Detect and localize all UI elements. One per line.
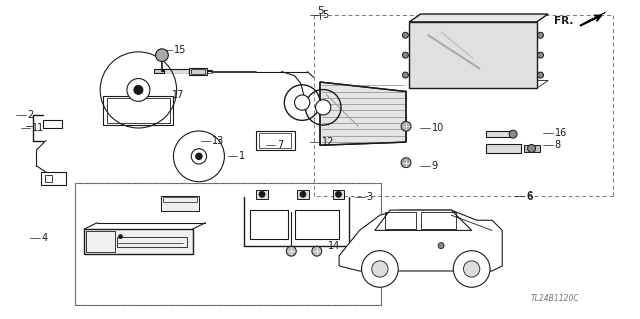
Circle shape xyxy=(453,251,490,287)
Bar xyxy=(486,131,511,137)
Polygon shape xyxy=(320,82,406,145)
Bar xyxy=(84,229,193,254)
Bar xyxy=(294,210,339,239)
Circle shape xyxy=(286,246,296,256)
Circle shape xyxy=(294,95,310,110)
Circle shape xyxy=(509,130,517,138)
Text: 12: 12 xyxy=(322,137,334,147)
Bar xyxy=(41,172,67,185)
Bar xyxy=(189,68,207,75)
Polygon shape xyxy=(580,12,605,26)
Bar xyxy=(486,144,521,153)
Bar xyxy=(86,231,115,252)
Text: 16: 16 xyxy=(555,128,567,137)
Bar xyxy=(259,133,291,148)
Circle shape xyxy=(438,243,444,249)
Bar xyxy=(161,196,199,211)
Text: 6: 6 xyxy=(526,191,532,201)
Text: 5: 5 xyxy=(322,10,328,20)
Text: 8: 8 xyxy=(555,140,561,150)
Text: 6: 6 xyxy=(526,192,532,203)
Circle shape xyxy=(463,261,480,277)
Circle shape xyxy=(259,191,265,197)
Text: 11: 11 xyxy=(32,123,44,133)
Circle shape xyxy=(538,52,543,58)
Circle shape xyxy=(134,85,143,94)
Circle shape xyxy=(300,191,306,197)
Circle shape xyxy=(191,149,207,164)
Bar xyxy=(106,98,170,123)
Bar xyxy=(75,183,381,305)
Text: 13: 13 xyxy=(212,136,225,145)
Bar xyxy=(100,74,189,112)
Bar xyxy=(191,69,205,74)
Circle shape xyxy=(127,78,150,101)
Polygon shape xyxy=(339,210,502,271)
Bar xyxy=(409,22,537,88)
Polygon shape xyxy=(409,14,548,22)
Circle shape xyxy=(372,261,388,277)
Text: FR.: FR. xyxy=(554,16,574,26)
Bar xyxy=(163,197,197,202)
Circle shape xyxy=(118,235,122,239)
Circle shape xyxy=(403,72,408,78)
Circle shape xyxy=(403,32,408,38)
Bar xyxy=(103,96,173,125)
Bar xyxy=(385,212,415,229)
Bar xyxy=(524,145,540,152)
Bar xyxy=(164,69,189,74)
Bar xyxy=(117,237,188,247)
Bar xyxy=(297,189,308,199)
Text: 4: 4 xyxy=(42,233,48,243)
Polygon shape xyxy=(375,210,472,230)
Circle shape xyxy=(403,52,408,58)
Bar xyxy=(250,210,288,239)
Bar xyxy=(256,189,268,199)
Circle shape xyxy=(312,246,322,256)
Circle shape xyxy=(156,49,168,62)
Bar xyxy=(45,175,52,182)
Circle shape xyxy=(316,100,331,115)
Bar xyxy=(333,189,344,199)
Bar xyxy=(256,131,294,150)
Circle shape xyxy=(527,145,536,152)
Text: 2: 2 xyxy=(28,110,34,120)
Circle shape xyxy=(362,251,398,287)
Text: 10: 10 xyxy=(431,123,444,133)
Text: 1: 1 xyxy=(239,151,245,161)
Text: 5: 5 xyxy=(317,6,323,16)
Circle shape xyxy=(401,158,411,167)
Text: 7: 7 xyxy=(277,140,284,150)
Bar xyxy=(154,69,170,72)
Circle shape xyxy=(538,72,543,78)
Text: 3: 3 xyxy=(367,192,372,203)
Text: 17: 17 xyxy=(172,90,184,100)
Circle shape xyxy=(538,32,543,38)
Text: 15: 15 xyxy=(174,45,186,56)
Circle shape xyxy=(335,191,342,197)
Circle shape xyxy=(401,121,411,131)
Text: 9: 9 xyxy=(431,161,438,171)
Circle shape xyxy=(196,153,202,160)
Text: 14: 14 xyxy=(328,241,340,251)
Bar xyxy=(420,212,456,229)
Bar xyxy=(43,120,62,128)
Text: TL24B1120C: TL24B1120C xyxy=(531,294,579,303)
